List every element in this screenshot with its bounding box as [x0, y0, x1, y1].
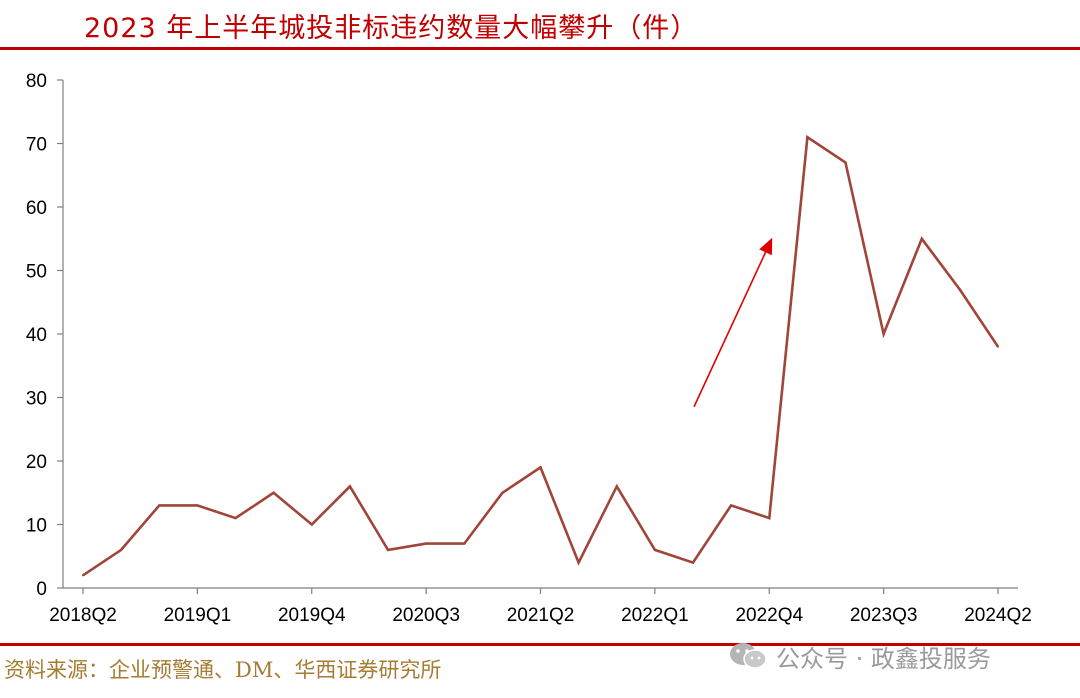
title-rule	[0, 47, 1080, 50]
y-axis-ticks: 0 10 20 30 40 50 60 70 80	[26, 71, 63, 600]
y-tick-label: 30	[26, 389, 47, 410]
data-point	[692, 561, 694, 564]
x-tick-label: 2019Q1	[164, 605, 232, 626]
data-point	[882, 333, 885, 335]
data-point	[387, 548, 389, 551]
data-point	[158, 504, 161, 507]
data-point	[958, 288, 961, 291]
data-point	[82, 574, 84, 577]
y-tick-label: 0	[36, 579, 47, 600]
x-axis-ticks: 2018Q2 2019Q1 2019Q4 2020Q3 2021Q2 2022Q1 2022…	[49, 588, 1032, 626]
data-point	[920, 237, 923, 240]
series-layer	[82, 134, 1000, 577]
data-point	[272, 491, 275, 494]
data-point	[653, 548, 656, 551]
chart-title: 2023 年上半年城投非标违约数量大幅攀升（件）	[84, 13, 699, 44]
watermark-text: 公众号 · 政鑫投服务	[776, 644, 991, 673]
data-point	[348, 485, 351, 488]
x-tick-label: 2023Q3	[850, 605, 918, 626]
x-tick-label: 2021Q2	[507, 605, 575, 626]
y-tick-label: 80	[26, 71, 47, 92]
data-point	[806, 136, 809, 139]
x-tick-label: 2024Q2	[964, 605, 1032, 626]
y-tick-label: 40	[26, 325, 47, 346]
data-point	[997, 345, 999, 348]
data-point	[120, 548, 123, 551]
y-tick-label: 20	[26, 452, 47, 473]
footer-rule	[0, 643, 1080, 646]
data-point	[768, 517, 771, 520]
y-tick-label: 60	[26, 198, 47, 219]
data-point	[730, 504, 733, 507]
x-tick-label: 2019Q4	[278, 605, 346, 626]
data-point	[463, 542, 466, 545]
x-tick-label: 2022Q4	[735, 605, 803, 626]
data-point	[577, 561, 580, 564]
data-point	[425, 542, 428, 545]
axes	[62, 80, 1018, 589]
annotation-layer	[693, 237, 773, 408]
x-tick-label: 2022Q1	[621, 605, 689, 626]
y-tick-label: 50	[26, 262, 47, 283]
wechat-icon	[730, 643, 767, 669]
data-point	[196, 504, 199, 507]
data-point	[539, 466, 542, 469]
data-point	[844, 161, 847, 164]
trend-arrow-shaft	[693, 251, 767, 408]
y-tick-label: 10	[26, 516, 47, 537]
source-note: 资料来源：企业预警通、DM、华西证券研究所	[4, 658, 442, 682]
x-tick-label: 2018Q2	[49, 605, 117, 626]
y-tick-label: 70	[26, 135, 47, 156]
data-point	[501, 491, 504, 494]
data-point	[234, 517, 237, 520]
trend-arrow-head	[759, 237, 773, 256]
data-point	[310, 523, 313, 526]
line-chart: 0 10 20 30 40 50 60 70 80 2018Q2 2019Q1 2019Q4 2020…	[26, 71, 1032, 626]
series-line	[82, 134, 1000, 577]
watermark: 公众号 · 政鑫投服务	[728, 638, 991, 674]
data-point	[615, 485, 618, 488]
x-tick-label: 2020Q3	[392, 605, 460, 626]
